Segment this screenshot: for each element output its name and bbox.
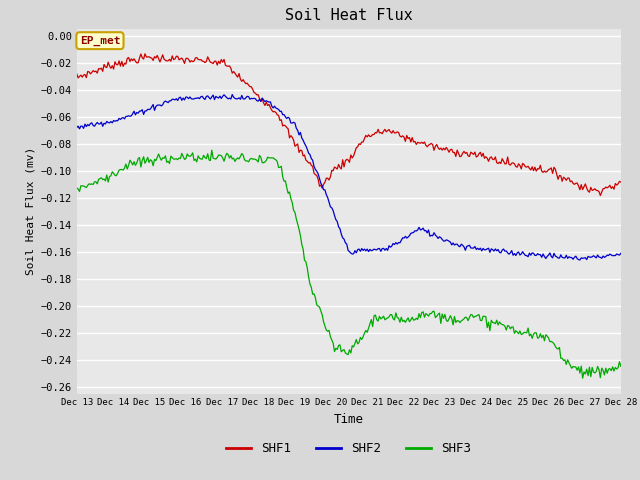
Legend: SHF1, SHF2, SHF3: SHF1, SHF2, SHF3: [221, 437, 476, 460]
X-axis label: Time: Time: [334, 413, 364, 426]
Text: EP_met: EP_met: [80, 36, 120, 46]
Y-axis label: Soil Heat Flux (mv): Soil Heat Flux (mv): [25, 147, 35, 276]
Title: Soil Heat Flux: Soil Heat Flux: [285, 9, 413, 24]
